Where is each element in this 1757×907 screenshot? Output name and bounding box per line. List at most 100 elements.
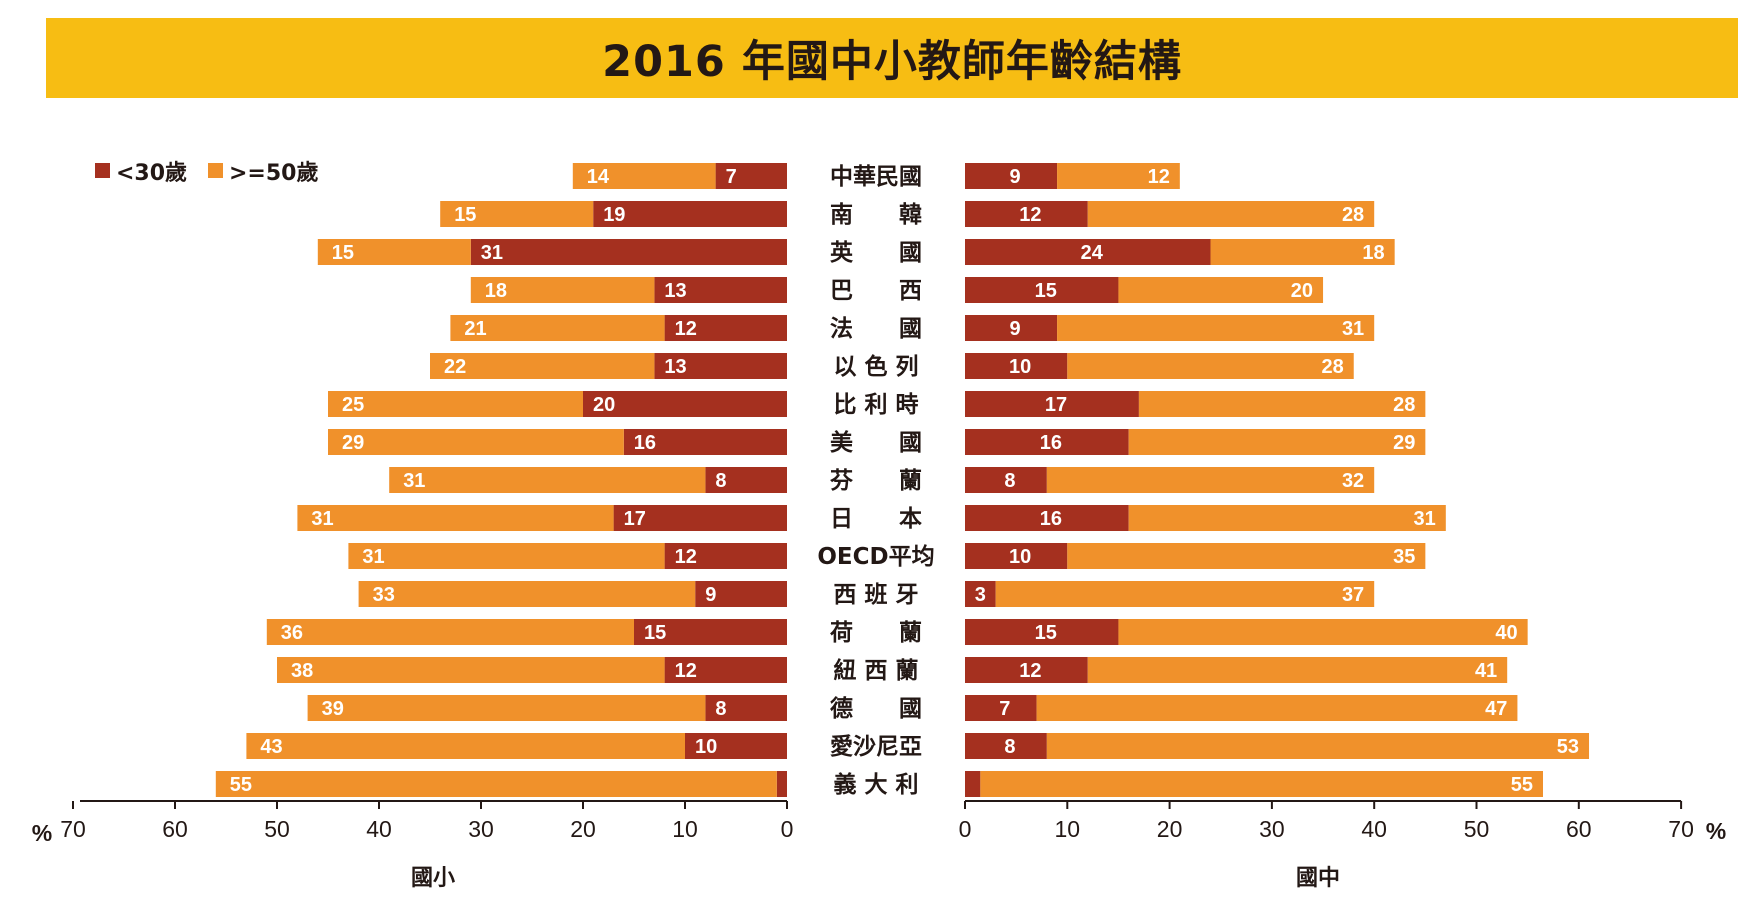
right-label-under30: 24	[1081, 242, 1104, 264]
category-label: 德 國	[830, 695, 922, 722]
legend-label-over50: >=50歲	[229, 161, 318, 186]
left-bar-over50	[297, 505, 614, 531]
left-tick-label: 20	[570, 816, 596, 842]
right-tick-label: 70	[1668, 816, 1694, 842]
left-bar-under30	[613, 505, 787, 531]
right-bar-over50	[1067, 353, 1354, 379]
right-label-over50: 32	[1342, 470, 1364, 492]
left-bar-over50	[358, 581, 696, 607]
right-bar-over50	[1118, 619, 1528, 645]
right-bar-under30	[965, 695, 1037, 721]
left-bar-over50	[277, 657, 665, 683]
right-bar-under30	[965, 467, 1047, 493]
left-bar-under30	[623, 429, 787, 455]
left-bar-over50	[440, 201, 594, 227]
left-bar-over50	[572, 163, 716, 189]
left-label-over50: 39	[322, 698, 344, 720]
right-bar-over50	[1057, 163, 1180, 189]
left-label-under30: 12	[675, 660, 697, 682]
right-tick-label: 50	[1464, 816, 1490, 842]
right-tick-label: 60	[1566, 816, 1592, 842]
category-label: 美 國	[830, 429, 922, 456]
right-label-over50: 28	[1321, 356, 1343, 378]
right-bar-over50	[1087, 201, 1375, 227]
left-label-over50: 18	[485, 280, 507, 302]
legend-swatch-over50	[208, 163, 223, 178]
right-bar-over50	[1118, 277, 1324, 303]
left-label-under30: 12	[675, 318, 697, 340]
right-bar-under30	[965, 733, 1047, 759]
right-label-over50: 20	[1291, 280, 1313, 302]
right-bar-over50	[1138, 391, 1426, 417]
left-label-under30: 17	[624, 508, 646, 530]
left-bar-over50	[317, 239, 471, 265]
right-bar-under30	[965, 163, 1058, 189]
left-label-under30: 7	[726, 166, 737, 188]
right-bar-under30	[965, 771, 981, 797]
right-label-under30: 12	[1019, 660, 1041, 682]
right-label-over50: 29	[1393, 432, 1415, 454]
left-bar-under30	[664, 657, 787, 683]
left-label-over50: 55	[230, 774, 252, 796]
right-label-over50: 40	[1495, 622, 1517, 644]
right-bar-over50	[1046, 467, 1375, 493]
left-label-over50: 31	[311, 508, 333, 530]
right-tick-label: 20	[1157, 816, 1183, 842]
left-label-over50: 15	[332, 242, 354, 264]
left-bar-under30	[715, 163, 787, 189]
right-bar-over50	[980, 771, 1543, 797]
left-bar-over50	[328, 429, 624, 455]
left-label-over50: 38	[291, 660, 313, 682]
right-label-under30: 10	[1009, 546, 1031, 568]
right-tick-label: 0	[959, 816, 972, 842]
right-bar-over50	[995, 581, 1375, 607]
right-bar-under30	[965, 353, 1068, 379]
left-label-under30: 20	[593, 394, 615, 416]
right-panel-title: 國中	[1296, 866, 1340, 891]
right-label-over50: 35	[1393, 546, 1415, 568]
right-label-under30: 9	[1009, 318, 1020, 340]
left-label-under30: 19	[603, 204, 625, 226]
right-label-over50: 31	[1414, 508, 1436, 530]
right-label-under30: 7	[999, 698, 1010, 720]
left-label-over50: 25	[342, 394, 364, 416]
left-bar-under30	[593, 201, 787, 227]
left-label-under30: 12	[675, 546, 697, 568]
left-bar-under30	[583, 391, 787, 417]
left-bar-under30	[695, 581, 787, 607]
left-bar-over50	[348, 543, 665, 569]
left-tick-label: 10	[672, 816, 698, 842]
right-label-over50: 12	[1148, 166, 1170, 188]
right-label-under30: 8	[1004, 736, 1015, 758]
left-bar-under30	[634, 619, 787, 645]
right-label-over50: 37	[1342, 584, 1364, 606]
category-label: 法 國	[830, 316, 922, 342]
right-label-over50: 53	[1557, 736, 1579, 758]
right-tick-label: 30	[1259, 816, 1285, 842]
right-bar-under30	[965, 619, 1119, 645]
right-bar-under30	[965, 657, 1088, 683]
category-label: OECD平均	[817, 543, 934, 570]
right-unit-label: %	[1706, 818, 1726, 844]
left-bar-over50	[215, 771, 777, 797]
category-label: 義 大 利	[833, 771, 918, 798]
left-label-over50: 21	[464, 318, 486, 340]
category-label: 芬 蘭	[830, 468, 922, 494]
right-bar-under30	[965, 505, 1129, 531]
right-bar-under30	[965, 581, 996, 607]
chart-title: 2016 年國中小教師年齡結構	[602, 37, 1182, 87]
left-tick-label: 60	[162, 816, 188, 842]
left-label-under30: 31	[481, 242, 503, 264]
left-label-over50: 31	[403, 470, 425, 492]
left-bar-under30	[705, 695, 787, 721]
right-bar-under30	[965, 391, 1139, 417]
left-bar-under30	[654, 353, 787, 379]
left-tick-label: 50	[264, 816, 290, 842]
right-bar-under30	[965, 239, 1211, 265]
left-label-under30: 8	[715, 470, 726, 492]
left-label-over50: 36	[281, 622, 303, 644]
right-label-under30: 17	[1045, 394, 1067, 416]
category-label: 愛沙尼亞	[830, 734, 922, 760]
left-bar-under30	[776, 771, 787, 797]
